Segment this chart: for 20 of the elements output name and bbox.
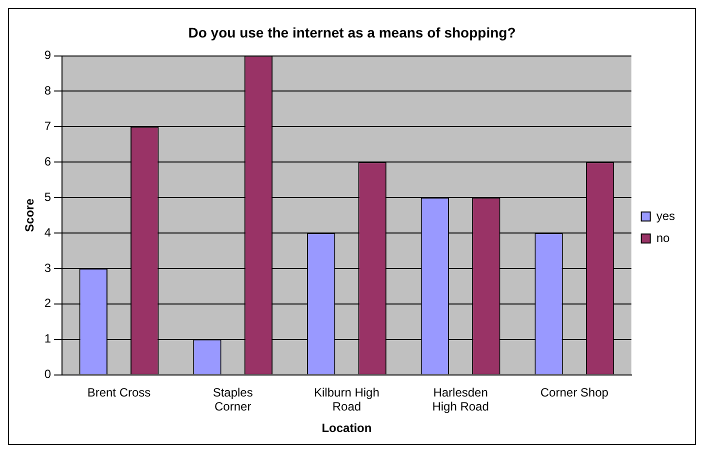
x-tick-label: Harlesden High Road: [432, 385, 489, 414]
x-axis-title: Location: [322, 421, 372, 436]
x-tick-label: Staples Corner: [212, 385, 253, 414]
y-tick-label: 4: [44, 225, 52, 240]
x-tick-label: Corner Shop: [540, 385, 609, 400]
y-tick-label: 6: [44, 154, 52, 168]
chart-title: Do you use the internet as a means of shopping?: [188, 24, 516, 40]
y-tick-label: 9: [44, 48, 52, 62]
y-tick-label: 2: [44, 296, 52, 310]
x-tick-label: Brent Cross: [87, 385, 151, 400]
legend-label: yes: [656, 208, 676, 223]
y-tick-label: 7: [44, 119, 52, 133]
y-tick-label: 1: [44, 332, 52, 346]
legend-label: no: [656, 230, 670, 245]
y-tick-label: 0: [44, 367, 52, 382]
x-tick-label: Kilburn High Road: [314, 385, 380, 414]
y-tick-label: 5: [44, 190, 52, 204]
y-tick-label: 8: [44, 84, 52, 98]
y-tick-label: 3: [44, 260, 52, 275]
y-axis-title: Score: [22, 198, 37, 232]
